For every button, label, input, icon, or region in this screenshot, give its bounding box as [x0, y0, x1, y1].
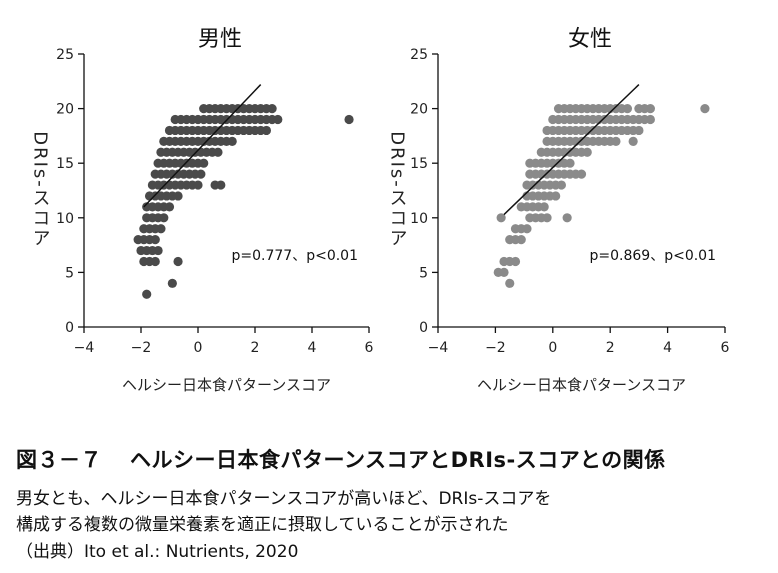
data-point	[156, 224, 166, 234]
data-point	[216, 180, 226, 190]
data-point	[562, 213, 572, 223]
correlation-annotation: p=0.869、p<0.01	[590, 248, 717, 264]
x-tick-label: 2	[251, 340, 260, 356]
y-tick-label: 5	[65, 265, 74, 281]
figure-charts: 男性−4 −2 0 2 4 60510152025DRIs-スコアヘルシー日本食パターンス…	[30, 27, 730, 394]
data-point	[150, 235, 160, 245]
data-point	[634, 125, 644, 136]
x-tick-label: −4	[428, 340, 449, 356]
x-tick-label: 4	[663, 340, 672, 356]
data-point	[496, 213, 506, 223]
data-point	[196, 169, 206, 179]
data-point	[173, 256, 183, 267]
y-tick-label: 20	[410, 102, 428, 118]
data-point	[565, 158, 575, 168]
y-tick-label: 10	[410, 211, 428, 227]
data-point	[700, 104, 710, 114]
data-point	[539, 202, 549, 212]
x-tick-label: 0	[548, 340, 557, 356]
data-point	[645, 114, 655, 125]
data-point	[582, 147, 592, 157]
data-point	[622, 104, 633, 114]
chart-title: 男性	[198, 27, 242, 52]
data-point	[556, 180, 567, 190]
data-point	[628, 136, 638, 146]
y-tick-label: 15	[56, 156, 74, 172]
x-tick-label: 0	[194, 340, 203, 356]
data-point	[153, 245, 163, 256]
data-point	[344, 114, 354, 125]
data-point	[227, 136, 237, 146]
data-point	[173, 191, 183, 201]
figure-number: 図３－７	[16, 448, 102, 472]
data-point	[142, 289, 152, 299]
data-point	[213, 147, 223, 157]
regression-line	[503, 84, 640, 216]
caption-line-2: 構成する複数の微量栄養素を適正に摂取していることが示された	[16, 515, 509, 535]
chart-panel-male: 男性 −4 −2 0 2 4 6 0 5 10 15 20 25 DRIs-スコアヘルシー日本食パターンス…	[30, 27, 374, 394]
y-tick-label: 0	[65, 320, 74, 336]
data-point	[261, 125, 271, 136]
correlation-annotation: p=0.777、p<0.01	[232, 248, 359, 264]
y-axis-label: DRIs-スコア	[387, 131, 408, 249]
data-point	[193, 180, 203, 190]
x-tick-label: −4	[74, 340, 95, 356]
figure-title: ヘルシー日本食パターンスコアとDRIs-スコアとの関係	[130, 448, 666, 472]
data-point	[199, 158, 209, 168]
data-point	[159, 213, 169, 223]
data-point	[267, 104, 277, 114]
figure-caption-title: 図３－７ ヘルシー日本食パターンスコアとDRIs-スコアとの関係	[16, 444, 666, 474]
y-tick-label: 10	[56, 211, 74, 227]
data-point	[167, 278, 177, 288]
caption-source: （出典）Ito et al.: Nutrients, 2020	[16, 542, 299, 562]
data-point	[150, 256, 160, 267]
x-tick-label: 4	[308, 340, 317, 356]
chart-panel-female: 女性 −4 −2 0 2 4 6 0 5 10 15 20 25 DRIs-スコアヘルシー日本食パターンス…	[387, 27, 730, 394]
data-point	[551, 191, 561, 201]
y-tick-label: 0	[419, 320, 428, 336]
data-point	[499, 267, 509, 277]
x-tick-label: 2	[606, 340, 615, 356]
chart-title: 女性	[568, 27, 612, 52]
y-tick-label: 15	[410, 156, 428, 172]
x-tick-label: 6	[721, 340, 730, 356]
data-point	[516, 235, 526, 245]
caption-line-1: 男女とも、ヘルシー日本食パターンスコアが高いほど、DRIs-スコアを	[16, 489, 552, 509]
x-tick-label: −2	[131, 340, 152, 356]
data-point	[505, 278, 515, 288]
data-point	[645, 104, 655, 114]
y-tick-label: 5	[419, 265, 428, 281]
data-point	[510, 256, 521, 267]
y-tick-label: 25	[56, 47, 74, 63]
data-point	[542, 213, 552, 223]
x-axis-label: ヘルシー日本食パターンスコア	[477, 376, 686, 394]
x-tick-label: 6	[365, 340, 374, 356]
x-axis-label: ヘルシー日本食パターンスコア	[122, 376, 331, 394]
data-point	[522, 224, 532, 234]
data-point	[611, 136, 621, 146]
regression-line	[143, 84, 262, 208]
y-tick-label: 25	[410, 47, 428, 63]
data-point	[576, 169, 587, 179]
data-point	[273, 114, 283, 125]
y-axis-label: DRIs-スコア	[30, 131, 51, 249]
data-point	[164, 202, 175, 212]
x-tick-label: −2	[485, 340, 506, 356]
y-tick-label: 20	[56, 102, 74, 118]
